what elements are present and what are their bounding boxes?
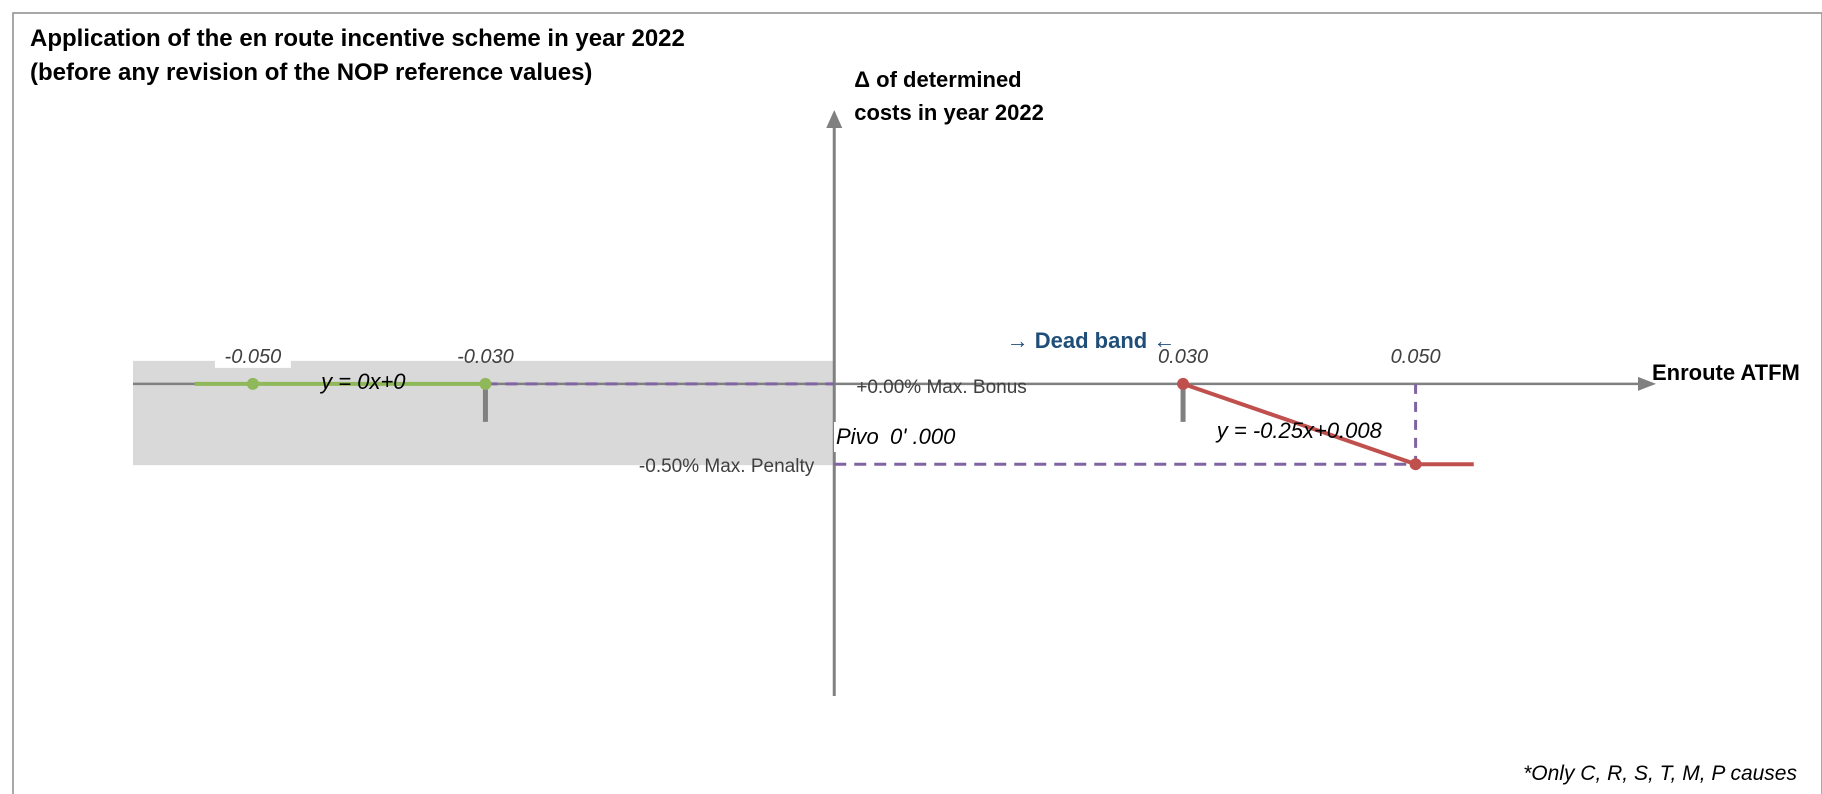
x-axis-title: Enroute ATFM xyxy=(1652,360,1800,385)
pivot-value-background xyxy=(888,422,964,452)
data-point-penalty xyxy=(1409,458,1422,471)
pivot-label: Pivo xyxy=(836,424,879,449)
x-axis-arrowhead xyxy=(1638,376,1656,391)
chart-title-line2: (before any revision of the NOP referenc… xyxy=(30,59,592,86)
pivot-label-background xyxy=(834,422,886,452)
chart-title-line1: Application of the en route incentive sc… xyxy=(30,25,685,52)
chart-border xyxy=(12,12,1822,794)
data-point-bonus xyxy=(479,377,492,390)
bonus-trendline-equation: y = 0x+0 xyxy=(319,369,406,394)
footnote: *Only C, R, S, T, M, P causes xyxy=(1523,762,1797,785)
series-layer xyxy=(194,377,1474,471)
x-tick-label: -0.030 xyxy=(457,346,514,368)
x-tick-label: 0.030 xyxy=(1158,346,1208,368)
x-tick-label: 0.050 xyxy=(1391,346,1441,368)
max-penalty-label: -0.50% Max. Penalty xyxy=(639,456,815,477)
y-axis-arrowhead xyxy=(826,110,843,128)
pivot-value: 0' .000 xyxy=(890,424,956,449)
max-bonus-label: +0.00% Max. Bonus xyxy=(856,377,1027,398)
tick-label-layer: -0.050 -0.030 0.030 0.050 xyxy=(214,341,1441,368)
data-point-bonus xyxy=(246,377,259,390)
x-tick-label: -0.050 xyxy=(225,346,282,368)
dead-band-label: → Dead band ← xyxy=(1007,328,1176,353)
data-point-penalty xyxy=(1177,377,1190,390)
y-axis-title-line2: costs in year 2022 xyxy=(854,100,1044,125)
penalty-trendline-equation: y = -0.25x+0.008 xyxy=(1215,418,1383,443)
y-axis-title-line1: Δ of determined xyxy=(854,67,1021,92)
tick-label-background xyxy=(214,341,291,368)
